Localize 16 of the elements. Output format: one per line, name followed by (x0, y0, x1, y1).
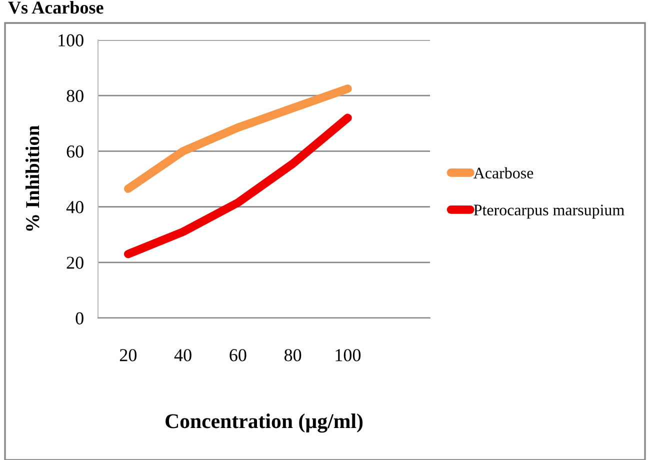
y-axis-title: % Inhibition (26, 126, 40, 231)
x-axis-title: Concentration (µg/ml) (166, 414, 363, 433)
chart-title: Vs Acarbose (8, 1, 104, 14)
y-tick-label: 60 (66, 145, 84, 158)
x-tick-label: 80 (284, 349, 302, 362)
y-tick-label: 0 (76, 312, 84, 324)
legend-label: Acarbose (474, 167, 534, 178)
y-tick-label: 80 (66, 90, 84, 102)
x-tick-label: 100 (336, 349, 361, 362)
y-tick-label: 20 (66, 256, 84, 269)
x-tick-label: 20 (120, 349, 137, 362)
y-tick-label: 100 (58, 34, 84, 46)
legend-label: Pterocarpus marsupium (474, 204, 624, 219)
x-tick-label: 40 (174, 349, 192, 362)
y-tick-label: 40 (66, 201, 84, 214)
x-tick-label: 60 (230, 349, 246, 362)
